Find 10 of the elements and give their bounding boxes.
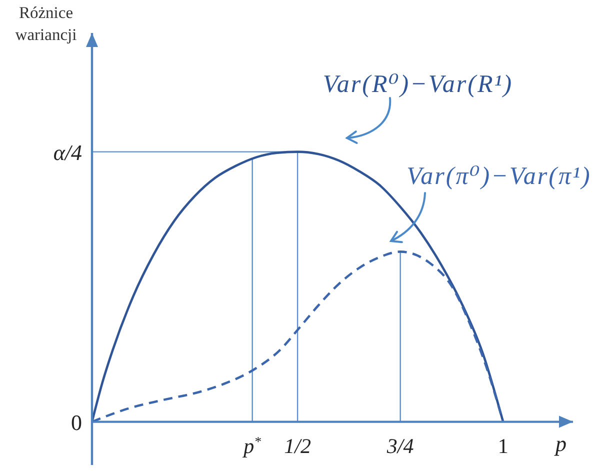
text: Różnice wariancji: [15, 3, 78, 44]
x-tick-label: 1/2: [284, 434, 312, 458]
x-tick-label: 1: [498, 434, 508, 458]
annotation: 0: [71, 410, 82, 435]
x-tick-label: p$^{*}$: [242, 433, 262, 458]
x-axis-title: p: [554, 430, 566, 456]
text: Var(R⁰)−Var(R¹): [322, 71, 514, 98]
x-tick-label: 3/4: [386, 434, 414, 458]
text: Var(π⁰)−Var(π¹): [406, 163, 592, 190]
annotation: α/4: [53, 140, 82, 165]
